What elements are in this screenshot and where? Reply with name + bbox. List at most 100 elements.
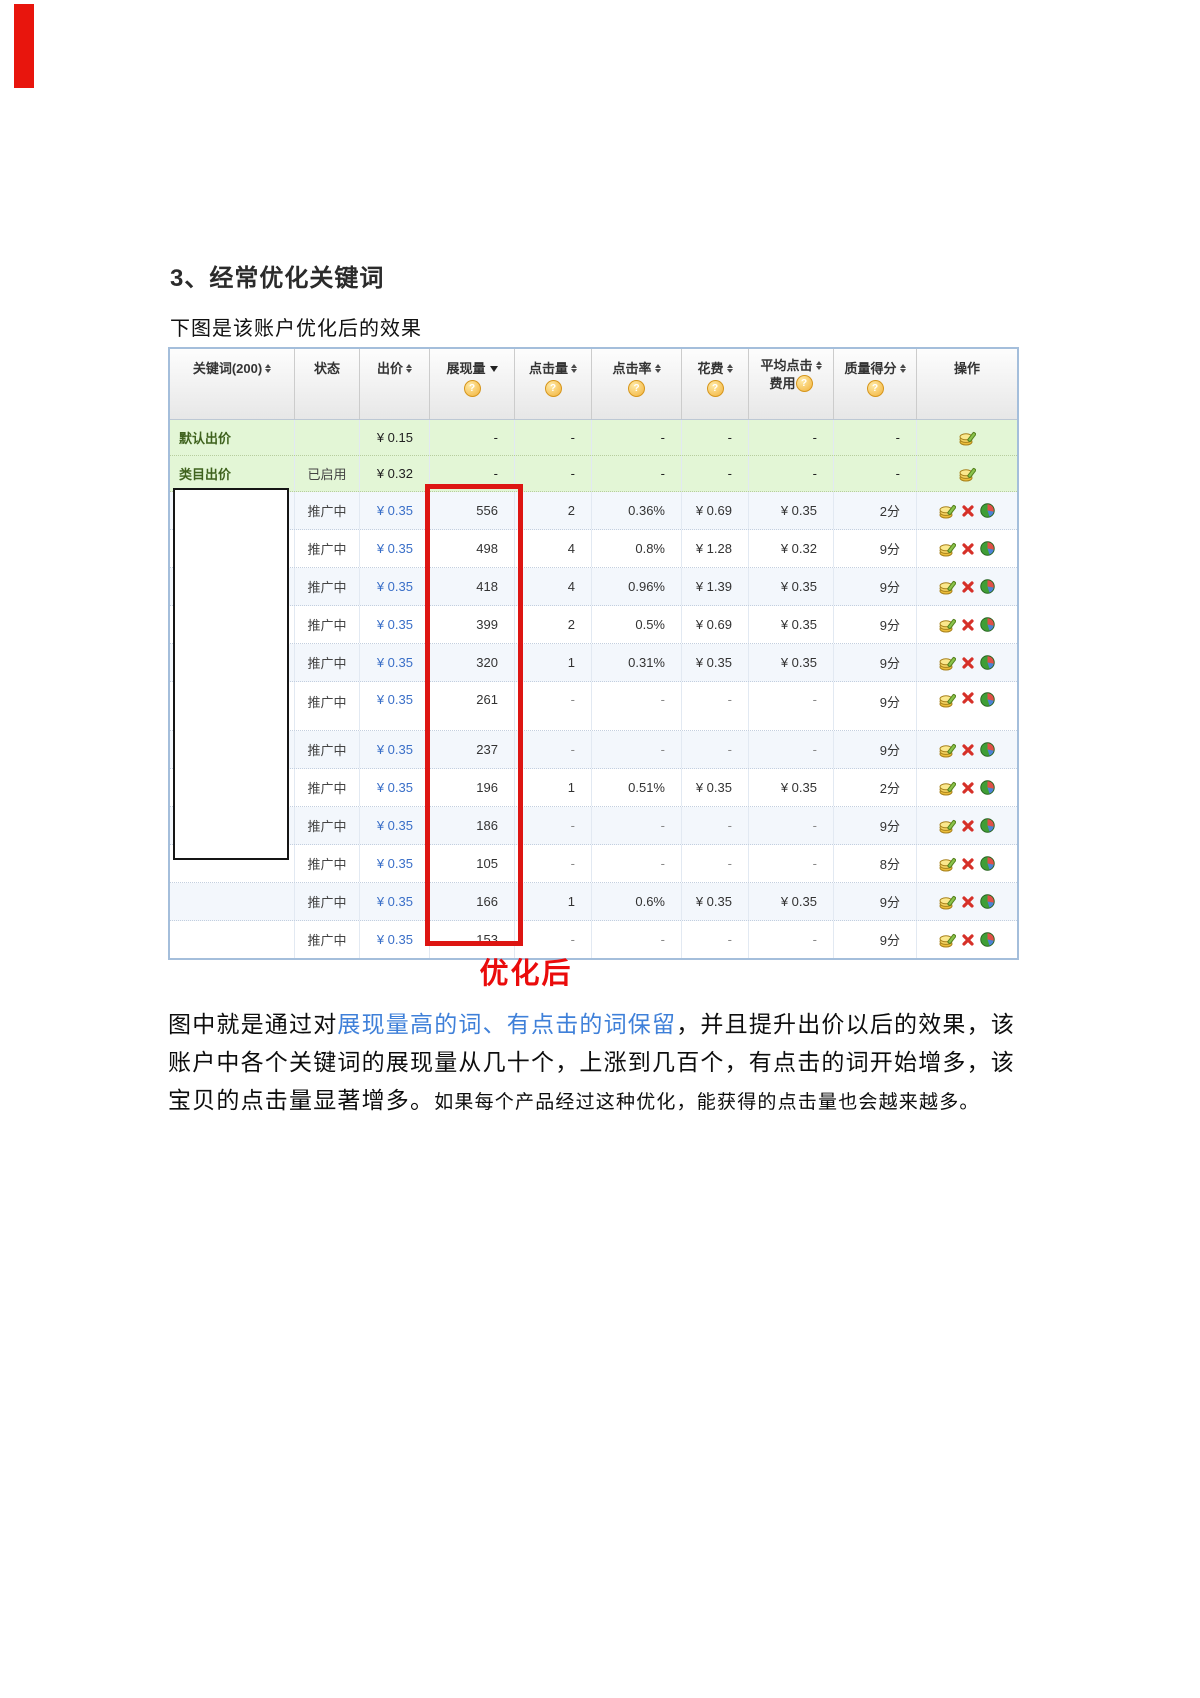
sort-desc-icon[interactable] — [489, 365, 498, 372]
keyword-row: 推广中 ¥ 0.35 498 4 0.8% ¥ 1.28 ¥ 0.32 9分 — [170, 530, 1017, 568]
pie-chart-icon[interactable] — [980, 932, 995, 947]
clicks-cell: - — [515, 921, 592, 958]
delete-icon[interactable] — [962, 542, 974, 555]
sort-arrows-icon[interactable] — [726, 364, 733, 373]
sort-arrows-icon[interactable] — [899, 364, 906, 373]
edit-icon[interactable] — [939, 780, 956, 796]
ctr-cell: 0.8% — [592, 530, 682, 567]
pie-chart-icon[interactable] — [980, 894, 995, 909]
quality-score-cell: 9分 — [834, 682, 917, 730]
bid-cell: ¥ 0.15 — [360, 420, 430, 455]
section-heading: 3、经常优化关键词 — [170, 265, 385, 292]
keyword-cell: 类目出价 — [170, 456, 295, 491]
clicks-cell: 1 — [515, 883, 592, 920]
help-icon[interactable]: ? — [463, 380, 481, 397]
delete-icon[interactable] — [962, 781, 974, 794]
delete-icon[interactable] — [962, 857, 974, 870]
ctr-cell: 0.6% — [592, 883, 682, 920]
delete-icon[interactable] — [962, 819, 974, 832]
cost-cell: - — [682, 731, 749, 768]
column-header-impressions[interactable]: 展现量? — [430, 349, 515, 419]
edit-icon[interactable] — [939, 617, 956, 633]
help-icon[interactable]: ? — [706, 380, 724, 397]
quality-score-cell: - — [834, 420, 917, 455]
pie-chart-icon[interactable] — [980, 818, 995, 833]
clicks-cell: - — [515, 845, 592, 882]
pie-chart-icon[interactable] — [980, 617, 995, 632]
ctr-cell: - — [592, 845, 682, 882]
keyword-cell — [170, 807, 295, 844]
edit-icon[interactable] — [939, 692, 956, 708]
pie-chart-icon[interactable] — [980, 742, 995, 757]
cost-cell: ¥ 1.39 — [682, 568, 749, 605]
impressions-cell: 320 — [430, 644, 515, 681]
pie-chart-icon[interactable] — [980, 780, 995, 795]
pie-chart-icon[interactable] — [980, 579, 995, 594]
avg-click-cost-cell: - — [749, 456, 834, 491]
column-header-quality-score[interactable]: 质量得分? — [834, 349, 917, 419]
status-cell: 推广中 — [295, 682, 360, 730]
pie-chart-icon[interactable] — [980, 541, 995, 556]
help-icon[interactable]: ? — [544, 380, 562, 397]
column-header-avg-click-cost[interactable]: 平均点击 费用? — [749, 349, 834, 419]
column-header-clicks[interactable]: 点击量? — [515, 349, 592, 419]
edit-icon[interactable] — [939, 579, 956, 595]
column-header-bid[interactable]: 出价 — [360, 349, 430, 419]
column-header-keyword[interactable]: 关键词(200) — [170, 349, 295, 419]
delete-icon[interactable] — [962, 618, 974, 631]
actions-cell — [917, 731, 1017, 768]
keyword-row: 推广中 ¥ 0.35 105- - - -8分 — [170, 845, 1017, 883]
cost-cell: - — [682, 682, 749, 730]
actions-cell — [917, 682, 1017, 730]
help-icon[interactable]: ? — [795, 375, 813, 392]
edit-icon[interactable] — [939, 541, 956, 557]
help-icon[interactable]: ? — [866, 380, 884, 397]
column-header-cost[interactable]: 花费? — [682, 349, 749, 419]
delete-icon[interactable] — [962, 580, 974, 593]
impressions-cell: - — [430, 456, 515, 491]
sort-arrows-icon[interactable] — [654, 364, 661, 373]
pie-chart-icon[interactable] — [980, 856, 995, 871]
quality-score-cell: 9分 — [834, 883, 917, 920]
status-cell: 推广中 — [295, 845, 360, 882]
pie-chart-icon[interactable] — [980, 692, 995, 707]
clicks-cell: 2 — [515, 606, 592, 643]
paragraph-text: ，并且提升出价以后的效果，该 — [676, 1012, 1016, 1037]
column-header-status: 状态 — [295, 349, 360, 419]
pie-chart-icon[interactable] — [980, 503, 995, 518]
pie-chart-icon[interactable] — [980, 655, 995, 670]
paragraph-text: 如果每个产品经过这种优化，能获得的点击量也会越来越多。 — [434, 1092, 980, 1113]
edit-icon[interactable] — [939, 856, 956, 872]
edit-icon[interactable] — [959, 430, 976, 446]
sort-arrows-icon[interactable] — [571, 364, 577, 373]
edit-icon[interactable] — [939, 894, 956, 910]
delete-icon[interactable] — [962, 895, 974, 908]
edit-icon[interactable] — [939, 655, 956, 671]
delete-icon[interactable] — [962, 504, 974, 517]
edit-icon[interactable] — [939, 932, 956, 948]
bid-cell: ¥ 0.35 — [360, 492, 430, 529]
paragraph-text: 图中就是通过对 — [168, 1012, 338, 1037]
edit-icon[interactable] — [939, 818, 956, 834]
sort-arrows-icon[interactable] — [265, 364, 272, 373]
clicks-cell: 1 — [515, 769, 592, 806]
impressions-cell: 261 — [430, 682, 515, 730]
delete-icon[interactable] — [962, 933, 974, 946]
edit-icon[interactable] — [959, 466, 976, 482]
sort-down-arrow — [406, 369, 412, 373]
impressions-cell: 186 — [430, 807, 515, 844]
sort-arrows-icon[interactable] — [815, 361, 822, 370]
sort-down-arrow — [265, 369, 272, 373]
sort-arrows-icon[interactable] — [406, 364, 412, 373]
column-header-ctr[interactable]: 点击率? — [592, 349, 682, 419]
clicks-cell: - — [515, 456, 592, 491]
ctr-cell: 0.31% — [592, 644, 682, 681]
impressions-cell: 237 — [430, 731, 515, 768]
delete-icon[interactable] — [962, 656, 974, 669]
edit-icon[interactable] — [939, 742, 956, 758]
delete-icon[interactable] — [962, 743, 974, 756]
edit-icon[interactable] — [939, 503, 956, 519]
help-icon[interactable]: ? — [628, 380, 645, 397]
delete-icon[interactable] — [962, 692, 974, 704]
header-label: 费用? — [769, 375, 813, 392]
